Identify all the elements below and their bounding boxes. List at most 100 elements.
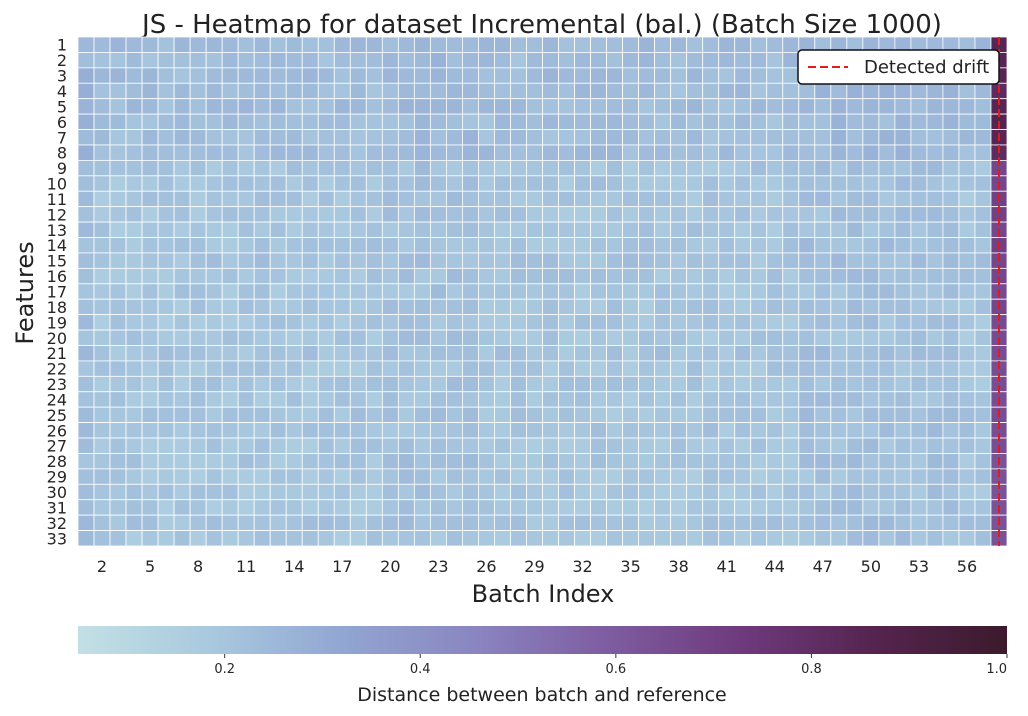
heatmap-cell bbox=[670, 345, 688, 362]
heatmap-cell bbox=[926, 483, 944, 501]
heatmap-cell bbox=[766, 267, 784, 285]
heatmap-cell bbox=[670, 422, 688, 439]
heatmap-cell bbox=[558, 283, 575, 300]
heatmap-cell bbox=[77, 453, 95, 470]
heatmap-cell bbox=[478, 329, 495, 346]
heatmap-cell bbox=[381, 175, 399, 192]
heatmap-cell bbox=[429, 283, 447, 300]
heatmap-cell bbox=[574, 190, 591, 208]
heatmap-cell bbox=[846, 159, 864, 177]
heatmap-cell bbox=[510, 237, 527, 254]
heatmap-cell bbox=[333, 190, 351, 208]
heatmap-cell bbox=[574, 406, 591, 423]
heatmap-cell bbox=[910, 468, 928, 485]
heatmap-cell bbox=[237, 206, 255, 223]
heatmap-cell bbox=[926, 159, 944, 177]
heatmap-cell bbox=[926, 514, 944, 531]
heatmap-cell bbox=[141, 67, 159, 84]
heatmap-cell bbox=[910, 221, 928, 238]
heatmap-cell bbox=[285, 113, 303, 130]
heatmap-cell bbox=[429, 329, 447, 346]
heatmap-cell bbox=[445, 298, 463, 316]
heatmap-cell bbox=[157, 468, 175, 485]
heatmap-cell bbox=[670, 514, 688, 531]
heatmap-cell bbox=[494, 206, 511, 223]
heatmap-cell bbox=[926, 129, 944, 146]
heatmap-cell bbox=[253, 52, 271, 69]
heatmap-cell bbox=[109, 345, 127, 362]
heatmap-cell bbox=[862, 437, 880, 454]
heatmap-cell bbox=[205, 391, 223, 408]
heatmap-cell bbox=[349, 98, 367, 115]
heatmap-cell bbox=[974, 453, 992, 470]
heatmap-cell bbox=[189, 252, 207, 269]
heatmap-cell bbox=[462, 314, 479, 331]
heatmap-cell bbox=[654, 67, 672, 84]
heatmap-cell bbox=[478, 206, 495, 223]
heatmap-cell bbox=[542, 82, 559, 100]
heatmap-cell bbox=[862, 499, 880, 516]
x-tick-label: 14 bbox=[284, 557, 304, 576]
heatmap-cell bbox=[814, 406, 832, 423]
heatmap-cell bbox=[638, 67, 656, 84]
heatmap-cell bbox=[189, 406, 207, 423]
heatmap-cell bbox=[846, 144, 864, 161]
heatmap-cell bbox=[766, 237, 784, 254]
heatmap-cell bbox=[157, 144, 175, 161]
heatmap-cell bbox=[269, 329, 287, 346]
heatmap-cell bbox=[606, 67, 623, 84]
heatmap-cell bbox=[189, 159, 207, 177]
heatmap-cell bbox=[253, 483, 271, 501]
heatmap-cell bbox=[141, 190, 159, 208]
heatmap-cell bbox=[654, 437, 672, 454]
heatmap-cell bbox=[285, 252, 303, 269]
heatmap-cell bbox=[349, 52, 367, 69]
heatmap-cell bbox=[926, 499, 944, 516]
heatmap-cell bbox=[494, 422, 511, 439]
heatmap-cell bbox=[301, 360, 319, 377]
heatmap-cell bbox=[221, 298, 239, 316]
heatmap-cell bbox=[558, 252, 575, 269]
heatmap-cell bbox=[718, 252, 736, 269]
heatmap-cell bbox=[237, 221, 255, 238]
heatmap-cell bbox=[478, 483, 495, 501]
y-tick-label: 21 bbox=[47, 344, 67, 363]
heatmap-cell bbox=[878, 314, 896, 331]
heatmap-cell bbox=[285, 375, 303, 393]
heatmap-cell bbox=[125, 36, 143, 53]
heatmap-cell bbox=[622, 453, 640, 470]
heatmap-cell bbox=[429, 98, 447, 115]
heatmap-cell bbox=[494, 267, 511, 285]
heatmap-cell bbox=[526, 221, 543, 238]
heatmap-cell bbox=[718, 221, 736, 238]
heatmap-cell bbox=[814, 237, 832, 254]
heatmap-cell bbox=[638, 406, 656, 423]
heatmap-cell bbox=[189, 345, 207, 362]
heatmap-cell bbox=[125, 267, 143, 285]
heatmap-cell bbox=[878, 483, 896, 501]
heatmap-cell bbox=[798, 129, 816, 146]
heatmap-cell bbox=[590, 406, 607, 423]
heatmap-cell bbox=[77, 283, 95, 300]
heatmap-cell bbox=[558, 52, 575, 69]
heatmap-cell bbox=[958, 206, 976, 223]
heatmap-cell bbox=[205, 252, 223, 269]
heatmap-cell bbox=[333, 283, 351, 300]
heatmap-cell bbox=[654, 406, 672, 423]
heatmap-cell bbox=[237, 514, 255, 531]
heatmap-cell bbox=[910, 453, 928, 470]
heatmap-cell bbox=[926, 98, 944, 115]
heatmap-cell bbox=[125, 437, 143, 454]
heatmap-cell bbox=[766, 190, 784, 208]
heatmap-cell bbox=[349, 221, 367, 238]
heatmap-cell bbox=[141, 237, 159, 254]
heatmap-cell bbox=[478, 437, 495, 454]
heatmap-cell bbox=[702, 252, 720, 269]
heatmap-cell bbox=[654, 82, 672, 100]
heatmap-cell bbox=[782, 422, 800, 439]
heatmap-cell bbox=[638, 499, 656, 516]
heatmap-cell bbox=[798, 422, 816, 439]
heatmap-cell bbox=[445, 98, 463, 115]
heatmap-cell bbox=[109, 422, 127, 439]
heatmap-cell bbox=[558, 345, 575, 362]
